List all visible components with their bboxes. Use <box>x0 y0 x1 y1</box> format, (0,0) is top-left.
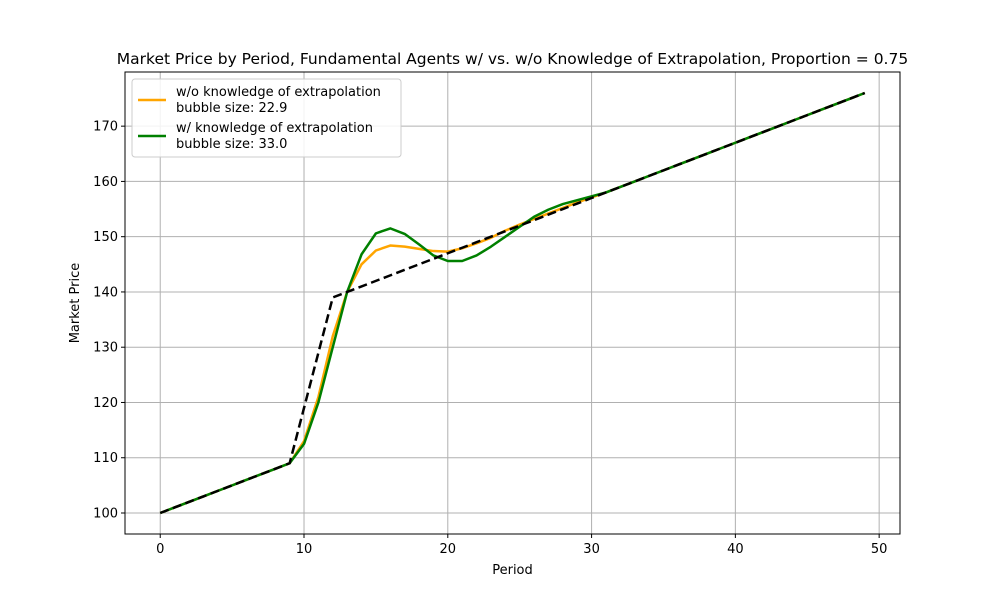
x-tick-label: 30 <box>583 542 600 557</box>
legend: w/o knowledge of extrapolation bubble si… <box>131 78 402 158</box>
legend-label-without-knowledge: w/o knowledge of extrapolation <box>176 85 381 100</box>
series-lines <box>159 91 866 515</box>
x-tick-label: 20 <box>440 542 457 557</box>
x-tick-label: 50 <box>871 542 888 557</box>
x-tick-label: 0 <box>156 542 164 557</box>
chart-title: Market Price by Period, Fundamental Agen… <box>117 50 908 68</box>
grid <box>125 72 900 534</box>
y-tick-label: 140 <box>93 285 118 300</box>
y-tick-label: 170 <box>93 120 118 135</box>
legend-box <box>131 78 402 158</box>
x-axis-label: Period <box>492 563 533 578</box>
y-tick-label: 160 <box>93 175 118 190</box>
y-tick-label: 100 <box>93 507 118 522</box>
axis-ticks: 0 10 20 30 40 50 100 110 120 130 140 150 160 170 <box>93 120 887 557</box>
x-tick-label: 10 <box>296 542 313 557</box>
x-tick-label: 40 <box>727 542 744 557</box>
y-tick-label: 150 <box>93 230 118 245</box>
y-tick-label: 130 <box>93 341 118 356</box>
legend-label-with-knowledge: w/ knowledge of extrapolation <box>176 121 373 136</box>
plot-frame <box>124 71 901 535</box>
y-tick-label: 120 <box>93 396 118 411</box>
y-tick-label: 110 <box>93 451 118 466</box>
reference-dashed-line <box>159 91 866 515</box>
legend-bubble-size-with-knowledge: bubble size: 33.0 <box>176 137 287 152</box>
legend-bubble-size-without-knowledge: bubble size: 22.9 <box>176 101 287 116</box>
y-axis-label: Market Price <box>68 263 83 344</box>
